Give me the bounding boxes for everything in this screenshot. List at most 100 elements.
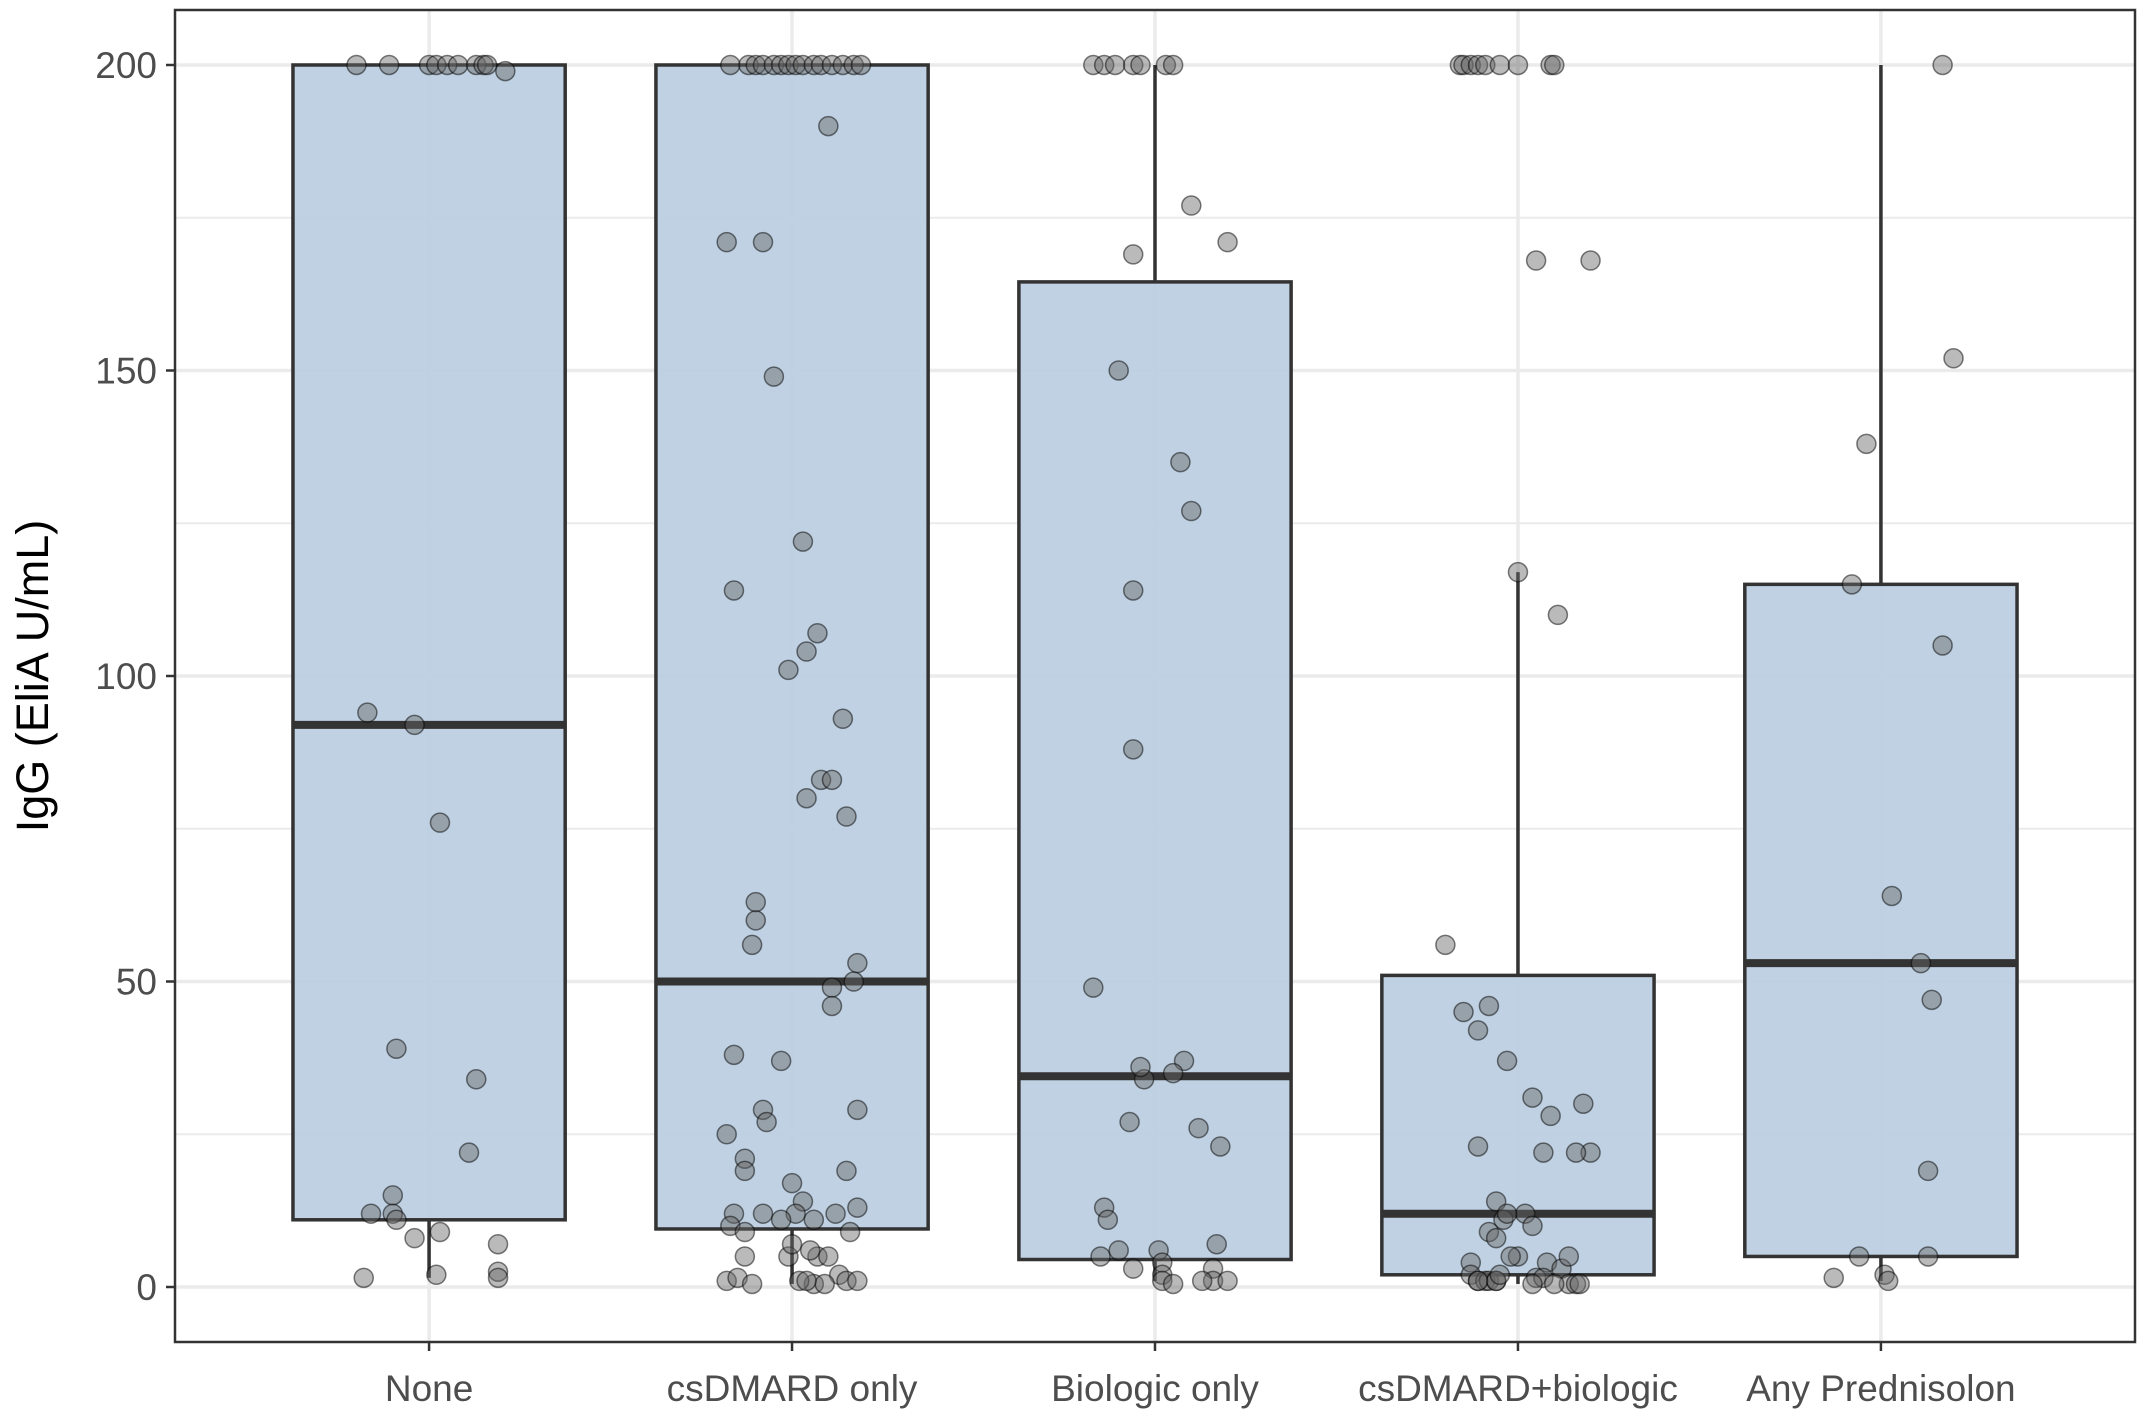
box [1743, 582, 2019, 1259]
data-point [1210, 1136, 1231, 1157]
data-point [821, 995, 843, 1017]
data-point [723, 1044, 745, 1066]
data-point [1943, 348, 1964, 369]
data-point [1467, 1270, 1489, 1292]
data-point [346, 54, 367, 76]
data-point [1489, 1264, 1511, 1286]
data-point [1148, 1240, 1169, 1261]
x-tick-label: csDMARD+biologic [1358, 1368, 1678, 1409]
data-point [752, 54, 774, 76]
data-point [360, 1203, 382, 1224]
data-point [1525, 1267, 1547, 1289]
data-point [429, 812, 451, 833]
data-point [843, 971, 864, 992]
data-point [752, 1099, 774, 1121]
data-point [821, 977, 843, 998]
x-tick-label: csDMARD only [667, 1368, 918, 1409]
data-point [781, 1233, 803, 1255]
data-point [447, 54, 469, 76]
data-point [796, 641, 817, 662]
y-tick-label: 0 [136, 1267, 157, 1308]
data-point [1493, 1209, 1514, 1231]
data-point [353, 1267, 374, 1289]
data-point [752, 231, 774, 253]
data-point [1569, 1273, 1590, 1295]
data-point [1108, 1240, 1129, 1261]
data-point [1130, 1056, 1151, 1078]
y-tick-label: 150 [95, 350, 157, 391]
data-point [1932, 54, 1953, 76]
data-point [752, 1203, 774, 1224]
data-point [1119, 1111, 1140, 1133]
data-point [832, 54, 854, 76]
data-point [466, 54, 487, 76]
y-axis-title: IgG (EliA U/mL) [7, 520, 58, 833]
data-point [781, 1172, 803, 1194]
data-point [1932, 635, 1953, 656]
data-point [1104, 54, 1126, 76]
data-point [1547, 604, 1569, 626]
data-point [458, 1142, 480, 1163]
data-point [847, 1099, 868, 1121]
data-point [1500, 1246, 1521, 1267]
data-point [1540, 1105, 1561, 1127]
data-point [741, 934, 763, 956]
data-point [821, 54, 843, 76]
data-point [734, 1246, 756, 1267]
data-point [1507, 54, 1529, 76]
data-point [723, 580, 745, 601]
data-point [1093, 1197, 1115, 1218]
data-point [1122, 739, 1144, 760]
box [654, 63, 930, 1231]
data-point [778, 1246, 799, 1267]
data-point [763, 54, 785, 76]
data-point [839, 1221, 861, 1243]
data-point [1921, 989, 1942, 1011]
data-point [1533, 1142, 1554, 1163]
data-point [1162, 1273, 1184, 1295]
data-point [723, 1203, 745, 1224]
data-point [1130, 54, 1151, 76]
data-point [1841, 574, 1863, 595]
data-point [792, 54, 814, 76]
data-point [785, 54, 806, 76]
data-point [799, 1240, 821, 1261]
data-point [850, 54, 872, 76]
data-point [734, 1160, 756, 1182]
data-point [1122, 244, 1144, 265]
data-point [476, 54, 498, 76]
data-point [1453, 1001, 1474, 1023]
data-point [763, 366, 785, 387]
data-point [1522, 1273, 1543, 1295]
data-point [1217, 231, 1238, 253]
x-tick-label: Any Prednisolon [1746, 1368, 2015, 1409]
data-point [1162, 1062, 1184, 1084]
data-point [1856, 433, 1877, 455]
data-point [436, 54, 458, 76]
data-point [778, 659, 799, 681]
data-point [1507, 561, 1529, 583]
data-point [716, 231, 737, 253]
data-point [1478, 1270, 1500, 1292]
data-point [741, 1273, 763, 1295]
data-point [1202, 1270, 1224, 1292]
data-point [1881, 885, 1903, 907]
data-point [1544, 1273, 1565, 1295]
data-point [720, 54, 741, 76]
boxes [291, 63, 2019, 1284]
data-point [810, 54, 832, 76]
data-point [1823, 1267, 1844, 1289]
data-point [1475, 54, 1496, 76]
data-point [847, 1270, 868, 1292]
data-point [487, 1233, 509, 1255]
data-point [1170, 451, 1191, 473]
data-point [836, 1270, 857, 1292]
data-point [825, 1203, 846, 1224]
y-tick-label: 100 [95, 656, 157, 697]
data-point [810, 769, 832, 791]
data-point [1467, 1136, 1489, 1157]
data-point [792, 531, 814, 552]
data-point [745, 891, 766, 913]
data-point [1188, 1117, 1209, 1139]
